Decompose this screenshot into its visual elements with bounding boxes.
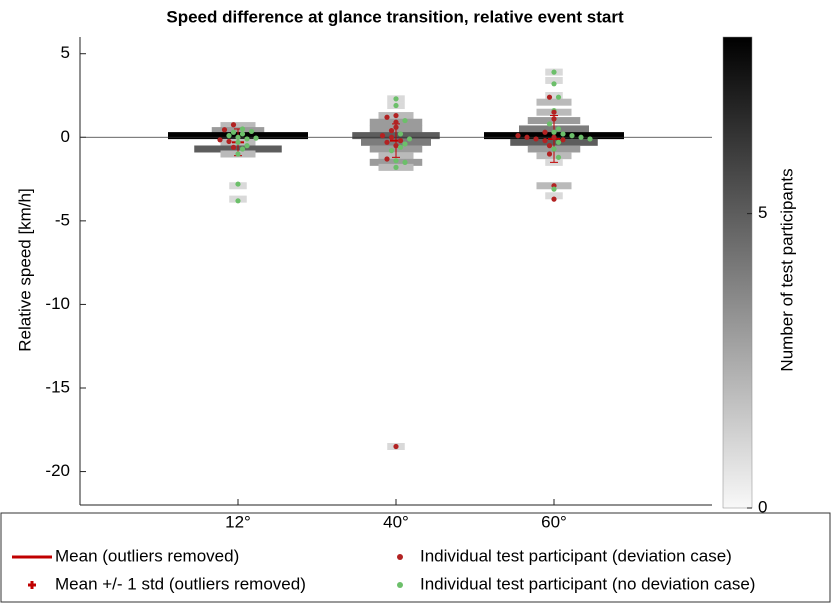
participant-dot [244, 143, 250, 149]
participant-dot [230, 144, 237, 150]
participant-dot [393, 443, 399, 450]
participant-dot [239, 131, 246, 137]
y-tick-label: 0 [61, 127, 70, 146]
participant-dot [551, 146, 557, 152]
participant-dot [551, 116, 557, 122]
participant-dot [221, 127, 228, 133]
participant-dot [393, 119, 399, 125]
participant-dot [253, 135, 259, 141]
participant-dot [393, 158, 399, 164]
participant-dot [239, 146, 246, 152]
participant-dot [397, 138, 404, 144]
participant-dot [587, 136, 593, 142]
legend-label: Mean +/- 1 std (outliers removed) [55, 574, 306, 593]
colorbar-tick-label: 0 [758, 497, 767, 516]
participant-dot [402, 117, 408, 124]
colorbar [722, 36, 753, 509]
legend-label: Individual test participant (no deviatio… [420, 574, 755, 593]
participant-dot [515, 133, 521, 139]
participant-dot [555, 139, 562, 145]
participant-dot [388, 148, 395, 154]
participant-dot [384, 114, 390, 120]
participant-dot [388, 128, 395, 134]
legend-dot [397, 582, 403, 588]
participant-dot [551, 69, 557, 75]
participant-dot [551, 134, 557, 140]
participant-dot [384, 139, 390, 145]
participant-dot [379, 133, 386, 139]
y-tick-label: -20 [45, 461, 70, 480]
participant-dot [551, 186, 557, 192]
participant-dot [230, 129, 237, 135]
participant-dot [546, 151, 553, 157]
participant-dot [239, 126, 246, 132]
histogram-bar [536, 98, 572, 106]
x-tick-label: 40° [383, 512, 409, 531]
participant-dot [551, 196, 557, 202]
participant-dot [393, 112, 399, 119]
participant-dot [555, 154, 562, 160]
participant-dot [235, 151, 241, 157]
participant-dot [542, 129, 548, 135]
participant-dot [393, 143, 399, 149]
histogram-bar [545, 192, 563, 200]
participant-dot [226, 138, 232, 145]
participant-dot [406, 136, 413, 142]
participant-dot [248, 128, 255, 135]
y-tick-label: -10 [45, 294, 70, 313]
participant-dot [217, 137, 223, 143]
participant-dot [397, 144, 404, 150]
participant-dot [235, 139, 241, 145]
participant-dot [546, 94, 553, 100]
histogram-bar [545, 92, 563, 99]
participant-dot [402, 141, 408, 147]
y-tick-label: -5 [55, 210, 70, 229]
participant-dot [560, 131, 566, 137]
histogram-bar [220, 122, 256, 130]
x-tick-label: 12° [225, 512, 251, 531]
legend-label: Individual test participant (deviation c… [420, 546, 732, 565]
colorbar-label: Number of test participants [777, 168, 796, 371]
participant-dot [551, 129, 557, 135]
participant-dot [555, 126, 562, 132]
participant-dot [551, 109, 557, 115]
participant-dot [388, 134, 395, 140]
participant-dot [560, 137, 566, 143]
participant-dot [533, 136, 539, 142]
participant-dot [230, 122, 237, 128]
participant-dot [244, 136, 250, 142]
participant-dot [578, 134, 584, 140]
participant-dot [393, 124, 399, 130]
x-tick-label: 60° [541, 512, 567, 531]
participant-dot [393, 102, 399, 109]
participant-dot [546, 143, 553, 149]
participant-dot [393, 96, 399, 102]
participant-dot [226, 133, 232, 139]
legend-dot [397, 554, 403, 560]
legend-label: Mean (outliers removed) [55, 546, 239, 565]
participant-dot [384, 156, 390, 162]
y-tick-label: 5 [61, 43, 70, 62]
participant-dot [546, 121, 553, 127]
y-tick-label: -15 [45, 377, 70, 396]
participant-dot [551, 81, 557, 87]
chart-title: Speed difference at glance transition, r… [166, 7, 624, 26]
legend-box [0, 512, 831, 603]
histogram-bar [545, 76, 563, 84]
participant-dot [235, 198, 241, 204]
participant-dot [393, 164, 399, 170]
colorbar-tick-label: 5 [758, 203, 767, 222]
participant-dot [542, 138, 548, 144]
participant-dot [524, 134, 530, 140]
participant-dot [402, 159, 408, 165]
participant-dot [235, 134, 241, 140]
participant-dot [555, 94, 562, 100]
y-axis-label: Relative speed [km/h] [15, 188, 34, 351]
participant-dot [397, 131, 404, 137]
participant-dot [235, 181, 241, 187]
participant-dot [569, 133, 575, 139]
